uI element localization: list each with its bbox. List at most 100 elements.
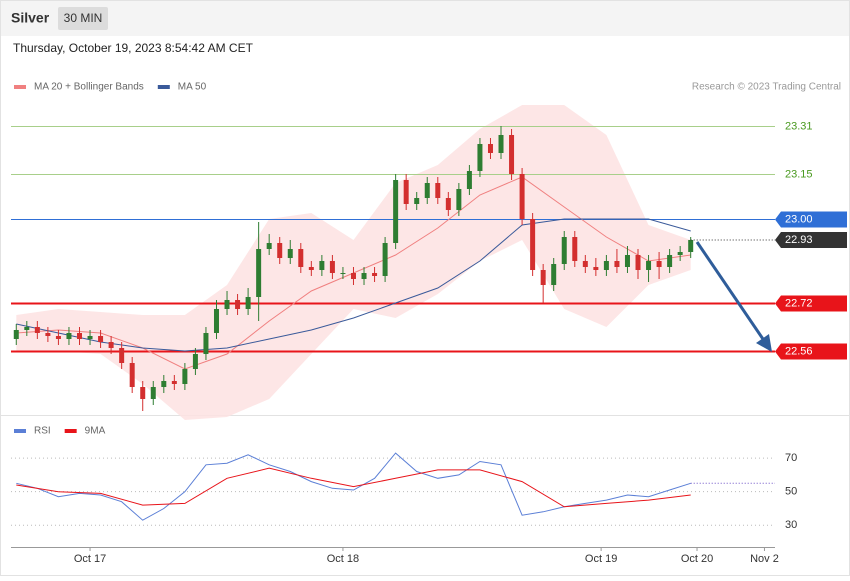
indicator-line (16, 467, 691, 508)
candle-body (551, 264, 557, 285)
candle-body (540, 270, 546, 285)
candle-body (445, 198, 451, 210)
timestamp: Thursday, October 19, 2023 8:54:42 AM CE… (13, 41, 254, 55)
candle-body (509, 135, 515, 174)
candle-body (414, 198, 420, 204)
candle-body (76, 333, 82, 339)
candle-body (382, 243, 388, 276)
candle-body (256, 249, 262, 297)
legend-swatch (14, 85, 26, 89)
candle-body (119, 348, 125, 363)
candle-body (350, 273, 356, 279)
candle-body (372, 273, 378, 276)
candle-body (140, 387, 146, 399)
candle-body (192, 354, 198, 369)
candle-body (171, 381, 177, 384)
level-badge (775, 211, 847, 228)
candle-body (319, 261, 325, 270)
candle-body (66, 333, 72, 339)
candle-body (519, 174, 525, 219)
candle-body (182, 369, 188, 384)
candle-body (203, 333, 209, 354)
candle-body (603, 261, 609, 270)
x-tick-label: Oct 17 (74, 553, 106, 565)
x-tick-label: Oct 20 (681, 553, 713, 565)
candle-body (266, 243, 272, 249)
level-badge (775, 343, 847, 360)
candle-body (614, 261, 620, 267)
candle-body (308, 267, 314, 270)
candle-body (329, 261, 335, 273)
header-bar (0, 0, 850, 36)
candle-body (24, 327, 30, 330)
candle-body (235, 300, 241, 309)
y-tick-label: 30 (785, 519, 797, 531)
candle-body (287, 249, 293, 258)
level-label: 23.31 (785, 120, 813, 132)
candle-body (635, 255, 641, 270)
candle-body (213, 309, 219, 333)
indicator-line (16, 218, 691, 352)
candle-body (677, 252, 683, 255)
credit: Research © 2023 Trading Central (692, 82, 841, 93)
candle-body (34, 327, 40, 333)
legend-label: MA 20 + Bollinger Bands (34, 82, 144, 93)
candle-body (45, 333, 51, 336)
candle-body (456, 189, 462, 210)
x-tick-label: Oct 19 (585, 553, 617, 565)
y-tick-label: 50 (785, 486, 797, 498)
level-label: 23.00 (785, 213, 813, 225)
candle-body (277, 243, 283, 258)
candle-body (561, 237, 567, 264)
level-label: 22.72 (785, 297, 813, 309)
candle-body (129, 363, 135, 387)
last-price-badge (775, 232, 847, 248)
candle-body (361, 273, 367, 279)
y-tick-label: 70 (785, 452, 797, 464)
candle-body (150, 387, 156, 399)
legend-label: MA 50 (178, 82, 207, 93)
forecast-arrow (695, 241, 767, 343)
legend-swatch (14, 429, 26, 433)
last-price-label: 22.93 (785, 234, 813, 246)
x-tick-label: Oct 18 (327, 553, 359, 565)
level-label: 23.15 (785, 168, 813, 180)
candle-body (572, 237, 578, 261)
candle-body (403, 180, 409, 204)
legend-swatch (157, 85, 170, 89)
candle-body (393, 180, 399, 243)
interval-badge (58, 7, 108, 30)
candle-body (667, 255, 673, 267)
candle-body (245, 297, 251, 309)
candle-body (593, 267, 599, 270)
candle-body (340, 273, 346, 274)
bollinger-band (16, 105, 691, 420)
legend-label: 9MA (85, 426, 106, 437)
candle-body (688, 240, 694, 252)
candle-body (161, 381, 167, 387)
candle-body (224, 300, 230, 309)
legend-label: RSI (34, 426, 51, 437)
forecast-arrowhead (756, 334, 772, 352)
interval-label: 30 MIN (64, 11, 103, 25)
candle-body (477, 144, 483, 171)
level-label: 22.56 (785, 345, 813, 357)
candle-body (466, 171, 472, 189)
candle-body (624, 255, 630, 267)
candle-body (87, 336, 93, 339)
candle-body (530, 219, 536, 270)
legend-swatch (64, 429, 77, 433)
instrument-title: Silver (11, 10, 50, 26)
candle-body (487, 144, 493, 153)
candle-body (13, 330, 19, 339)
x-tick-label: Nov 2 (750, 553, 779, 565)
candle-body (656, 261, 662, 267)
candle-body (424, 183, 430, 198)
candle-body (55, 336, 61, 339)
candle-body (108, 342, 114, 348)
candle-body (435, 183, 441, 198)
indicator-line (16, 452, 691, 521)
candle-body (498, 135, 504, 153)
candle-body (582, 261, 588, 267)
